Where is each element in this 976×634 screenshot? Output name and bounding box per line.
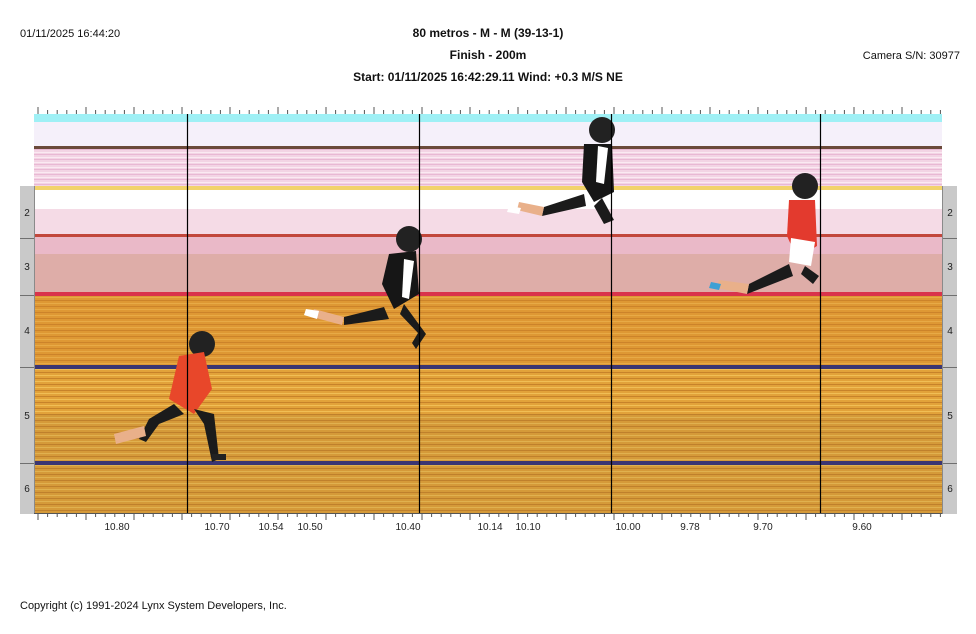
runner-lane-3b (709, 173, 819, 294)
lane-number: 5 (947, 411, 953, 422)
finish-label: Finish - 200m (449, 48, 527, 62)
lane-column-right: 2 3 4 5 6 (942, 186, 957, 514)
time-axis-label: 10.50 (297, 522, 323, 533)
time-axis (34, 513, 942, 520)
lane-number: 5 (24, 411, 30, 422)
sky-band (34, 114, 942, 122)
capture-timestamp: 01/11/2025 16:44:20 (20, 28, 121, 40)
lane-number: 2 (947, 208, 953, 219)
start-wind-line: Start: 01/11/2025 16:42:29.11 Wind: +0.3… (353, 70, 623, 84)
time-axis-label: 9.60 (852, 522, 872, 533)
time-axis-label: 10.40 (395, 522, 421, 533)
time-axis-label: 10.10 (515, 522, 541, 533)
copyright-notice: Copyright (c) 1991-2024 Lynx System Deve… (20, 600, 287, 612)
time-axis-label: 9.70 (753, 522, 773, 533)
lane-number: 6 (24, 484, 30, 495)
lane-number: 4 (24, 326, 30, 337)
lane-number: 6 (947, 484, 953, 495)
infield-pink-band (34, 149, 942, 189)
camera-serial: Camera S/N: 30977 (862, 50, 960, 62)
lane-line (34, 461, 942, 465)
runner-lane-3 (507, 117, 615, 224)
time-axis-label: 9.78 (680, 522, 700, 533)
time-axis-label: 10.80 (104, 522, 130, 533)
lane-number: 2 (24, 208, 30, 219)
time-axis-label: 10.70 (204, 522, 230, 533)
lane-number: 3 (24, 262, 30, 273)
event-title: 80 metros - M - M (39-13-1) (412, 26, 564, 40)
finish-marker-lines (186, 114, 822, 514)
photo-finish-image[interactable] (34, 114, 942, 514)
lane-line (34, 365, 942, 369)
lane-number: 3 (947, 262, 953, 273)
time-axis-label: 10.54 (258, 522, 284, 533)
runner-lane-5 (114, 331, 226, 462)
lane-column-left: 2 3 4 5 6 (20, 186, 35, 514)
time-axis-label: 10.00 (615, 522, 641, 533)
time-axis-label: 10.14 (477, 522, 503, 533)
lane-number: 4 (947, 326, 953, 337)
